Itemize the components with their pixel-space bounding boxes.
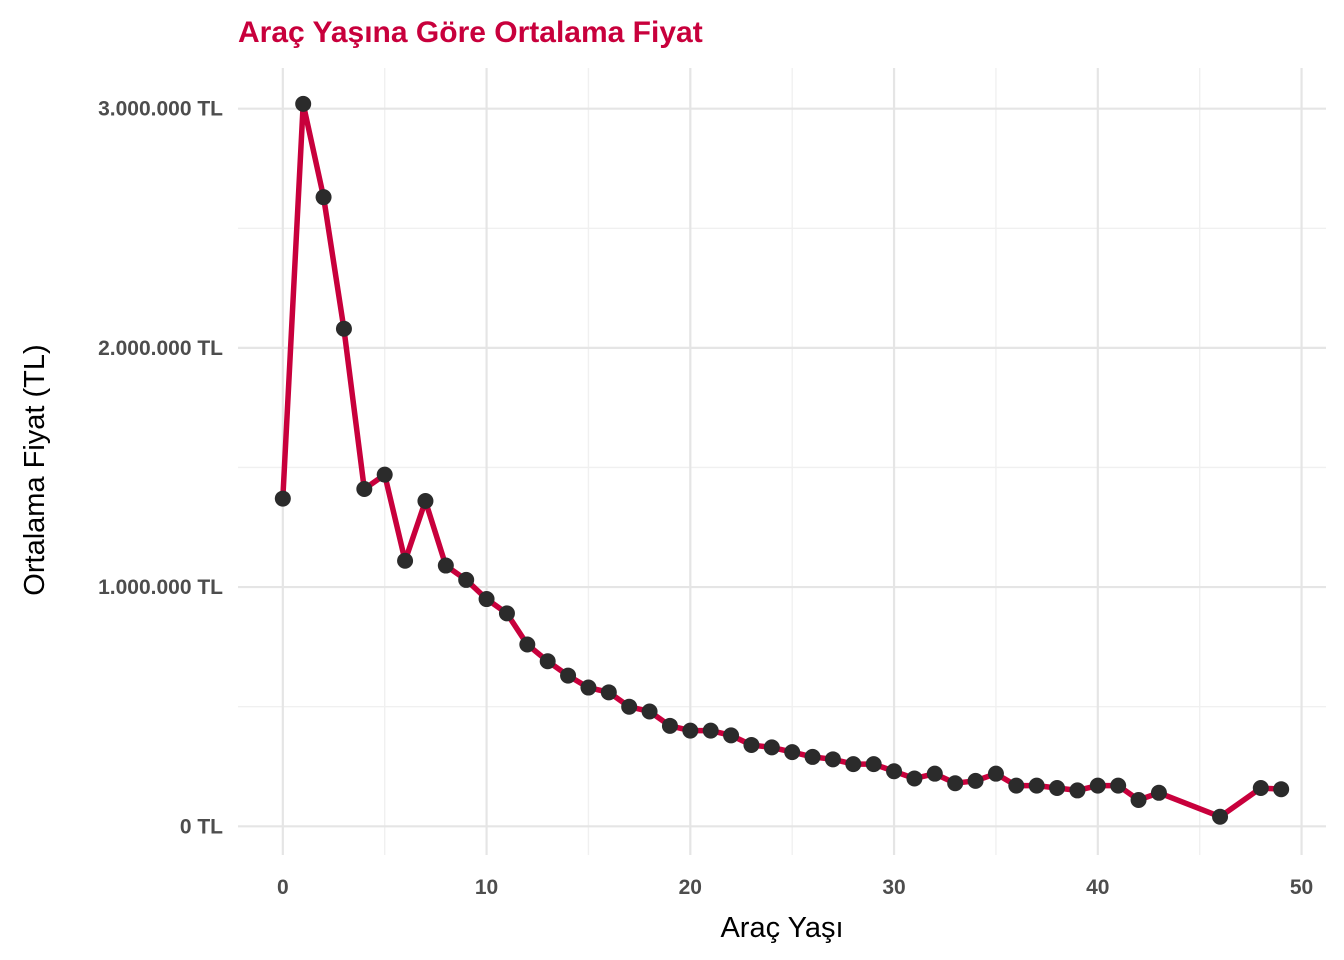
data-point (580, 679, 597, 696)
x-tick-label: 10 (475, 876, 498, 899)
data-point (274, 490, 291, 507)
series-line (280, 101, 1284, 820)
data-point (886, 763, 903, 780)
data-point (967, 772, 984, 789)
data-point (1110, 777, 1127, 794)
data-point (784, 744, 801, 761)
data-point (1028, 777, 1045, 794)
x-tick-label: 50 (1290, 876, 1313, 899)
data-point (1089, 777, 1106, 794)
grid (238, 68, 1326, 855)
x-axis-ticks: 0 10 20 30 40 50 (277, 876, 1313, 899)
data-point (865, 756, 882, 773)
x-tick-label: 30 (882, 876, 905, 899)
y-axis-title: Ortalama Fiyat (TL) (19, 344, 51, 595)
data-point (641, 703, 658, 720)
data-point (947, 775, 964, 792)
data-point (1049, 780, 1066, 797)
y-tick-label: 3.000.000 TL (98, 98, 223, 121)
chart-title: Araç Yaşına Göre Ortalama Fiyat (238, 16, 703, 49)
x-tick-label: 20 (679, 876, 702, 899)
data-point (376, 466, 393, 483)
data-point (763, 739, 780, 756)
data-point (1069, 782, 1086, 799)
data-point (1273, 781, 1290, 798)
data-point (356, 481, 373, 498)
data-point (1212, 808, 1229, 825)
data-point (906, 770, 923, 787)
data-point (315, 189, 332, 206)
data-point (437, 557, 454, 574)
data-point (926, 765, 943, 782)
data-point (702, 722, 719, 739)
y-axis-ticks: 0 TL 1.000.000 TL 2.000.000 TL 3.000.000 TL (98, 98, 223, 839)
y-tick-label: 2.000.000 TL (98, 337, 223, 360)
y-tick-label: 1.000.000 TL (98, 576, 223, 599)
data-point (335, 320, 352, 337)
data-point (682, 722, 699, 739)
data-point (1130, 791, 1147, 808)
data-point (519, 636, 536, 653)
series-group (274, 95, 1290, 825)
x-axis-title: Araç Yaşı (720, 912, 843, 944)
data-point (845, 756, 862, 773)
data-point (804, 748, 821, 765)
data-point (295, 95, 312, 112)
data-point (661, 717, 678, 734)
data-point (743, 736, 760, 753)
data-point (397, 552, 414, 569)
data-point (498, 605, 515, 622)
data-point (1150, 784, 1167, 801)
data-point (987, 765, 1004, 782)
data-point (417, 492, 434, 509)
data-point (458, 571, 475, 588)
data-point (824, 751, 841, 768)
x-tick-label: 40 (1086, 876, 1109, 899)
data-point (1252, 780, 1269, 797)
data-point (560, 667, 577, 684)
data-point (539, 653, 556, 670)
x-tick-label: 0 (277, 876, 289, 899)
data-point (621, 698, 638, 715)
data-point (600, 684, 617, 701)
data-point (478, 591, 495, 608)
data-point (1008, 777, 1025, 794)
y-tick-label: 0 TL (180, 815, 223, 838)
data-point (723, 727, 740, 744)
